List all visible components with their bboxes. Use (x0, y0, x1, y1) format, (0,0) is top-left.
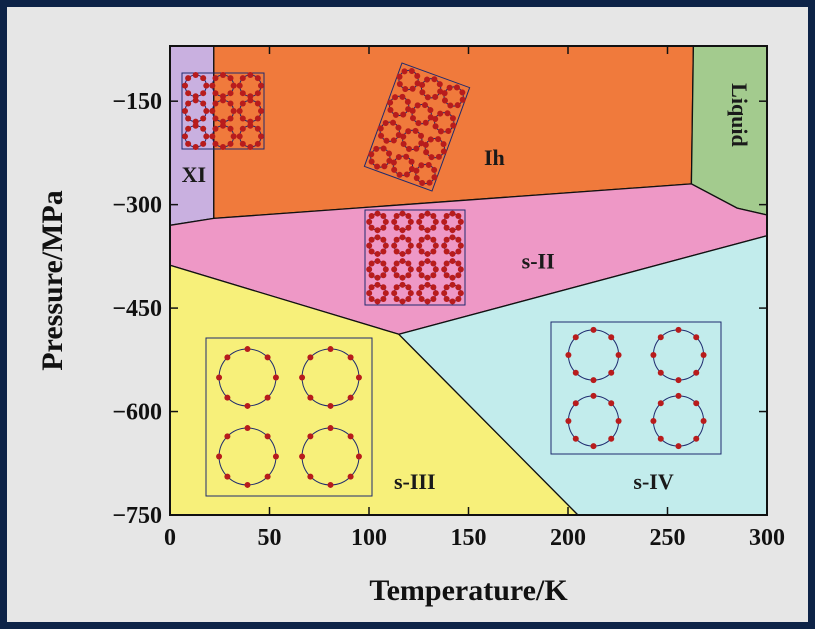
x-axis-title: Temperature/K (369, 574, 568, 607)
y-tick-label: −750 (112, 503, 162, 529)
ih-structure-inset (363, 62, 471, 192)
x-tick-label: 150 (451, 525, 487, 551)
y-tick-label: −450 (112, 296, 162, 322)
phase-regions (169, 45, 768, 516)
axes: 0 50 100 150 200 250 300 −150 −300 −450 −600 −750 (112, 46, 785, 551)
y-tick-label: −300 (112, 193, 162, 219)
y-axis-title: Pressure/MPa (36, 190, 69, 371)
s-ii-structure-inset (364, 209, 466, 306)
region-labels: XI Ih Liquid s-II s-III s-IV (182, 83, 752, 494)
x-tick-label: 300 (749, 525, 785, 551)
x-tick-label: 200 (550, 525, 586, 551)
y-tick-label: −150 (112, 89, 162, 115)
region-label-s-iii: s-III (394, 469, 436, 494)
s-iv-structure-inset (550, 321, 722, 455)
region-label-xi: XI (182, 162, 206, 187)
x-tick-label: 0 (164, 525, 176, 551)
region-label-s-ii: s-II (522, 248, 555, 273)
xi-structure-inset (181, 72, 265, 150)
y-tick-label: −600 (112, 400, 162, 426)
x-tick-label: 100 (351, 525, 387, 551)
x-tick-label: 50 (258, 525, 282, 551)
region-label-liquid: Liquid (727, 83, 752, 147)
region-label-ih: Ih (484, 145, 505, 170)
region-label-s-iv: s-IV (633, 469, 673, 494)
crystal-structure-insets (181, 62, 722, 497)
x-tick-label: 250 (650, 525, 686, 551)
s-iii-structure-inset (205, 337, 373, 497)
